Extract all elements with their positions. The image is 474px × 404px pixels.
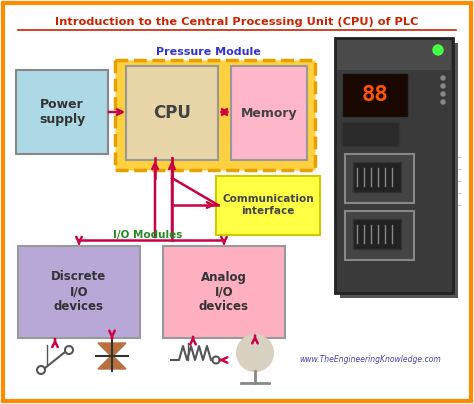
FancyBboxPatch shape: [18, 246, 140, 338]
Text: CPU: CPU: [153, 104, 191, 122]
Text: Analog
I/O
devices: Analog I/O devices: [199, 271, 249, 314]
FancyBboxPatch shape: [335, 38, 453, 293]
Circle shape: [441, 100, 445, 104]
FancyBboxPatch shape: [126, 66, 218, 160]
Text: —: —: [456, 191, 462, 196]
Text: www.TheEngineeringKnowledge.com: www.TheEngineeringKnowledge.com: [299, 356, 441, 364]
FancyBboxPatch shape: [115, 60, 315, 170]
Text: Power
supply: Power supply: [39, 98, 85, 126]
FancyBboxPatch shape: [337, 40, 451, 70]
Text: —: —: [456, 204, 462, 208]
Text: —: —: [456, 156, 462, 160]
Circle shape: [441, 84, 445, 88]
Text: Communication
interface: Communication interface: [222, 194, 314, 216]
FancyBboxPatch shape: [353, 219, 401, 249]
FancyBboxPatch shape: [3, 3, 471, 401]
Text: Introduction to the Central Processing Unit (CPU) of PLC: Introduction to the Central Processing U…: [55, 17, 419, 27]
FancyBboxPatch shape: [345, 154, 414, 203]
FancyBboxPatch shape: [231, 66, 307, 160]
Text: —: —: [456, 168, 462, 173]
Circle shape: [441, 76, 445, 80]
FancyBboxPatch shape: [16, 70, 108, 154]
Text: —: —: [456, 179, 462, 185]
FancyBboxPatch shape: [342, 122, 399, 146]
FancyBboxPatch shape: [340, 43, 458, 298]
Circle shape: [441, 92, 445, 96]
FancyBboxPatch shape: [345, 211, 414, 260]
Polygon shape: [98, 343, 126, 357]
Circle shape: [237, 335, 273, 371]
FancyBboxPatch shape: [216, 176, 320, 235]
Circle shape: [433, 45, 443, 55]
Text: Discrete
I/O
devices: Discrete I/O devices: [51, 271, 107, 314]
FancyBboxPatch shape: [163, 246, 285, 338]
Polygon shape: [98, 355, 126, 369]
FancyBboxPatch shape: [353, 162, 401, 192]
Text: I/O Modules: I/O Modules: [113, 230, 182, 240]
Text: Pressure Module: Pressure Module: [155, 47, 260, 57]
FancyBboxPatch shape: [343, 74, 407, 116]
Text: 88: 88: [362, 85, 388, 105]
Text: Memory: Memory: [241, 107, 297, 120]
